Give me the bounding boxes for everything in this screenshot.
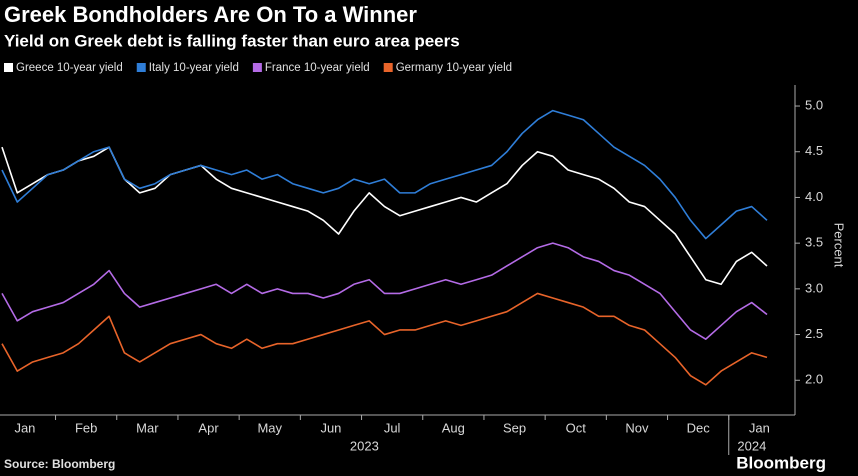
chart-subtitle: Yield on Greek debt is falling faster th… bbox=[4, 31, 460, 50]
year-label: 2023 bbox=[350, 438, 379, 453]
source: Source: Bloomberg bbox=[4, 457, 115, 471]
x-tick-label: Mar bbox=[136, 420, 159, 435]
x-tick-label: Jun bbox=[320, 420, 341, 435]
y-tick-label: 5.0 bbox=[805, 97, 823, 112]
brand: Bloomberg bbox=[736, 453, 826, 472]
x-tick-label: Jan bbox=[749, 420, 770, 435]
y-tick-label: 2.0 bbox=[805, 372, 823, 387]
year-label: 2024 bbox=[737, 438, 766, 453]
x-tick-label: May bbox=[257, 420, 282, 435]
legend-swatch bbox=[4, 63, 13, 72]
x-tick-label: Jan bbox=[14, 420, 35, 435]
x-tick-label: Apr bbox=[198, 420, 219, 435]
series-line bbox=[1, 292, 768, 386]
legend-label: Germany 10-year yield bbox=[396, 62, 512, 74]
y-axis-label: Percent bbox=[832, 223, 847, 268]
y-tick-label: 4.0 bbox=[805, 189, 823, 204]
x-tick-label: Sep bbox=[503, 420, 526, 435]
series-line bbox=[1, 109, 768, 240]
x-tick-label: Aug bbox=[442, 420, 465, 435]
series-line bbox=[1, 242, 768, 340]
y-tick-label: 2.5 bbox=[805, 326, 823, 341]
series-line bbox=[1, 146, 768, 286]
legend-label: Italy 10-year yield bbox=[149, 62, 239, 74]
legend-swatch bbox=[383, 63, 393, 72]
x-tick-label: Nov bbox=[625, 420, 649, 435]
legend-swatch bbox=[252, 63, 262, 72]
x-tick-label: Feb bbox=[75, 420, 97, 435]
x-tick-label: Dec bbox=[687, 420, 711, 435]
y-tick-label: 4.5 bbox=[805, 143, 823, 158]
legend-label: Greece 10-year yield bbox=[16, 62, 123, 74]
legend-swatch bbox=[136, 63, 146, 72]
chart-title: Greek Bondholders Are On To a Winner bbox=[4, 2, 417, 27]
legend-label: France 10-year yield bbox=[265, 62, 370, 74]
x-tick-label: Oct bbox=[566, 420, 587, 435]
x-tick-label: Jul bbox=[384, 420, 401, 435]
y-tick-label: 3.5 bbox=[805, 235, 823, 250]
y-tick-label: 3.0 bbox=[805, 280, 823, 295]
